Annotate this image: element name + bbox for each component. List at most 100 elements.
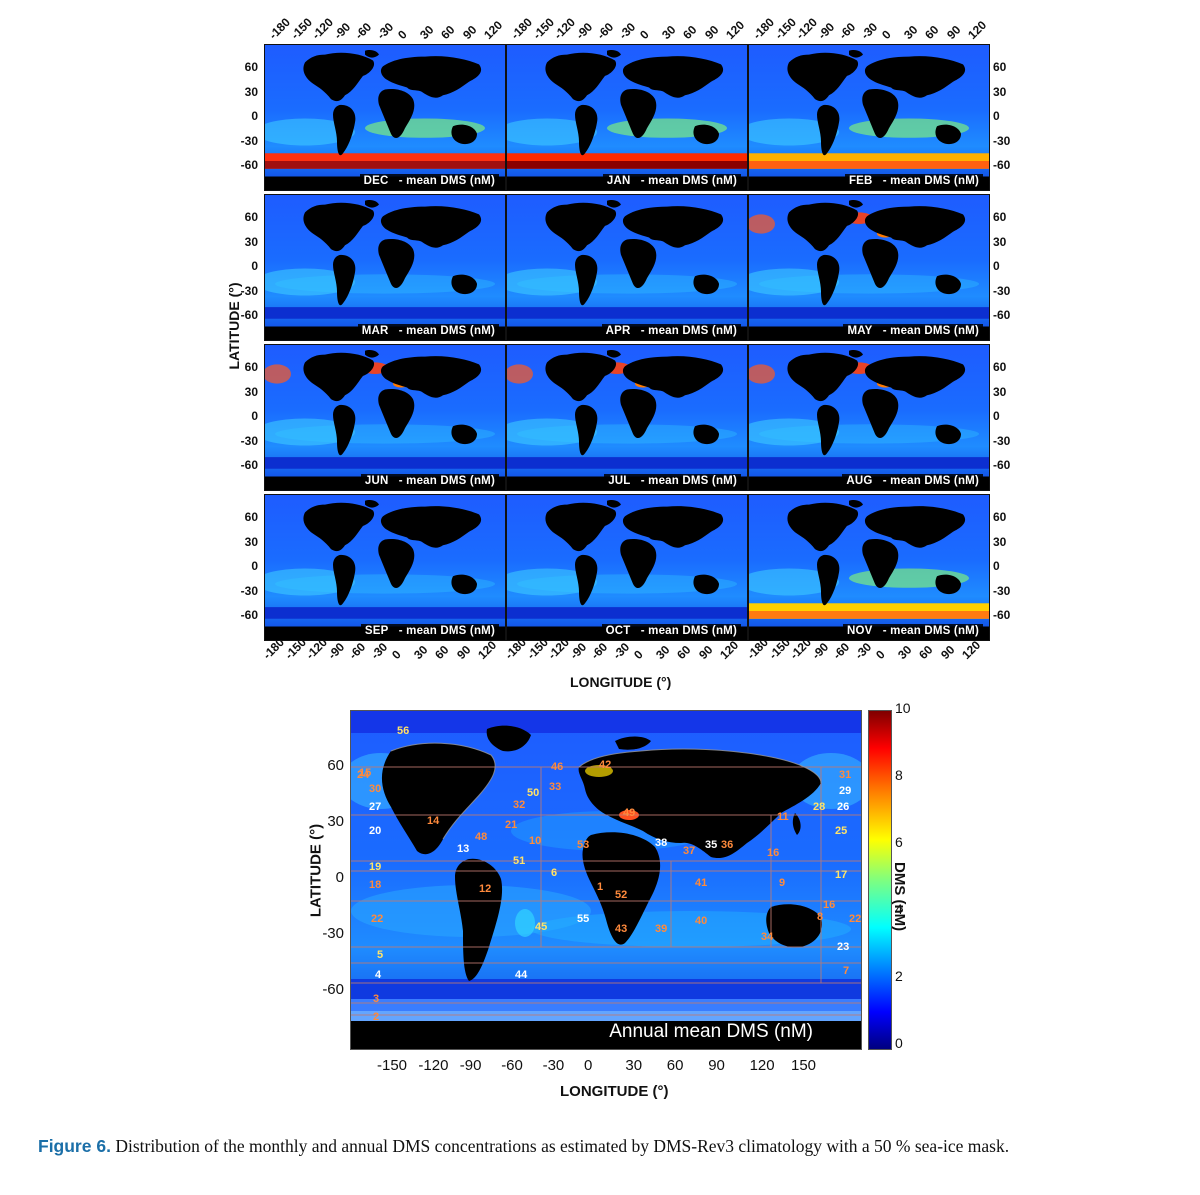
region-number: 24 bbox=[357, 769, 370, 781]
colorbar-label: DMS (nM) bbox=[891, 862, 908, 932]
region-number: 38 bbox=[655, 837, 668, 849]
lat-tick-left: 30 bbox=[244, 534, 258, 549]
lon-tick: 0 bbox=[389, 647, 404, 662]
region-number: 46 bbox=[551, 761, 564, 773]
region-number: 10 bbox=[529, 835, 542, 847]
region-number: 3 bbox=[373, 993, 380, 1005]
lat-tick-right: -60 bbox=[993, 458, 1011, 472]
region-number: 34 bbox=[761, 931, 774, 943]
lon-tick: 60 bbox=[680, 22, 700, 42]
region-number: 32 bbox=[513, 799, 526, 811]
annual-lon-tick: 150 bbox=[791, 1057, 817, 1074]
region-number: 56 bbox=[397, 725, 410, 737]
region-number: 48 bbox=[475, 831, 488, 843]
lat-tick-left: 0 bbox=[251, 409, 258, 423]
region-number: 52 bbox=[615, 889, 628, 901]
region-number: 53 bbox=[577, 839, 590, 851]
panel-label: JAN - mean DMS (nM) bbox=[602, 174, 741, 188]
annual-lon-tick: -150 bbox=[377, 1057, 408, 1074]
region-number: 29 bbox=[839, 785, 852, 797]
region-number: 14 bbox=[427, 815, 440, 827]
lon-tick: -180 bbox=[266, 15, 293, 42]
region-number: 45 bbox=[535, 921, 548, 933]
panel-feb: FEB - mean DMS (nM) bbox=[748, 44, 990, 191]
panel-oct: OCT - mean DMS (nM) bbox=[506, 494, 748, 641]
lon-tick: 30 bbox=[416, 22, 436, 42]
lon-tick: 120 bbox=[959, 637, 984, 662]
annual-map: 56 30 27 20 19 18 22 5 4 3 2 14 32 50 33 46 42 21 48 10 53 13… bbox=[350, 710, 862, 1050]
region-number: 25 bbox=[835, 825, 848, 837]
lat-tick-right: -30 bbox=[993, 283, 1011, 298]
lon-tick: -60 bbox=[594, 19, 617, 42]
annual-lon-tick: -90 bbox=[459, 1057, 482, 1074]
panel-jul: JUL - mean DMS (nM) bbox=[506, 344, 748, 491]
lat-tick-left: -30 bbox=[240, 433, 258, 448]
colorbar-tick: 2 bbox=[895, 968, 903, 984]
region-number: 7 bbox=[843, 965, 850, 977]
lon-tick: -30 bbox=[609, 639, 632, 662]
region-number: 23 bbox=[837, 941, 850, 953]
region-number: 6 bbox=[551, 867, 558, 879]
lat-tick-left: 30 bbox=[244, 234, 258, 249]
lon-tick: -60 bbox=[352, 19, 375, 42]
annual-lon-tick: 120 bbox=[749, 1057, 775, 1074]
lat-tick-left: 60 bbox=[244, 210, 258, 224]
annual-ylabel: LATITUDE (°) bbox=[307, 823, 325, 918]
panel-label: FEB - mean DMS (nM) bbox=[844, 174, 983, 188]
lat-tick-left: 60 bbox=[244, 60, 258, 74]
lat-tick-right: 0 bbox=[993, 409, 1000, 423]
lat-tick-right: 60 bbox=[993, 510, 1007, 524]
region-number: 21 bbox=[505, 819, 518, 831]
panel-label: DEC - mean DMS (nM) bbox=[359, 174, 499, 188]
annual-lon-tick: -60 bbox=[501, 1057, 523, 1074]
lat-tick-right: -30 bbox=[993, 433, 1011, 448]
region-number: 11 bbox=[777, 811, 789, 823]
lon-tick: 0 bbox=[631, 647, 646, 662]
colorbar-gradient bbox=[869, 711, 891, 1049]
lon-tick: 120 bbox=[481, 17, 506, 42]
region-number: 9 bbox=[779, 877, 786, 889]
lat-tick-left: 60 bbox=[244, 510, 258, 524]
monthly-xlabel: LONGITUDE (°) bbox=[570, 674, 672, 690]
region-number: 13 bbox=[457, 843, 470, 855]
lon-tick: 120 bbox=[965, 17, 990, 42]
monthly-ylabel: LATITUDE (°) bbox=[226, 282, 242, 370]
lon-tick: 30 bbox=[410, 642, 430, 662]
lon-tick: -120 bbox=[793, 15, 820, 42]
panel-jun: JUN - mean DMS (nM) bbox=[264, 344, 506, 491]
lat-tick-right: 60 bbox=[993, 210, 1007, 224]
lon-tick: 60 bbox=[438, 22, 458, 42]
region-number: 37 bbox=[683, 845, 696, 857]
annual-lat-tick: 0 bbox=[335, 869, 344, 886]
lon-tick: 0 bbox=[879, 27, 894, 42]
panel-mar: MAR - mean DMS (nM) bbox=[264, 194, 506, 341]
lon-tick: -60 bbox=[830, 639, 853, 662]
lon-tick: 30 bbox=[658, 22, 678, 42]
colorbar bbox=[868, 710, 892, 1050]
panel-label: NOV - mean DMS (nM) bbox=[843, 624, 983, 638]
lon-tick: 90 bbox=[459, 22, 479, 42]
annual-lat-tick: -30 bbox=[322, 925, 344, 942]
lat-tick-right: -30 bbox=[993, 583, 1011, 598]
lon-tick: 30 bbox=[900, 22, 920, 42]
annual-lon-tick: -120 bbox=[418, 1057, 449, 1074]
lon-tick: 90 bbox=[701, 22, 721, 42]
annual-lat-tick: 30 bbox=[327, 813, 344, 830]
colorbar-tick: 0 bbox=[895, 1035, 903, 1051]
lon-tick: -120 bbox=[309, 15, 336, 42]
region-number: 16 bbox=[823, 899, 836, 911]
region-number: 49 bbox=[623, 807, 636, 819]
panel-label: SEP - mean DMS (nM) bbox=[360, 624, 499, 638]
lat-tick-right: 60 bbox=[993, 60, 1007, 74]
panel-label: AUG - mean DMS (nM) bbox=[842, 474, 983, 488]
region-number: 20 bbox=[369, 825, 382, 837]
region-number: 22 bbox=[849, 913, 862, 925]
region-number: 19 bbox=[369, 861, 382, 873]
annual-map-canvas bbox=[351, 711, 861, 1049]
region-number: 26 bbox=[837, 801, 850, 813]
lat-tick-right: 30 bbox=[993, 384, 1007, 399]
region-number: 55 bbox=[577, 913, 590, 925]
lon-tick: 0 bbox=[395, 27, 410, 42]
colorbar-tick: 8 bbox=[895, 767, 903, 783]
lat-tick-right: 0 bbox=[993, 559, 1000, 573]
